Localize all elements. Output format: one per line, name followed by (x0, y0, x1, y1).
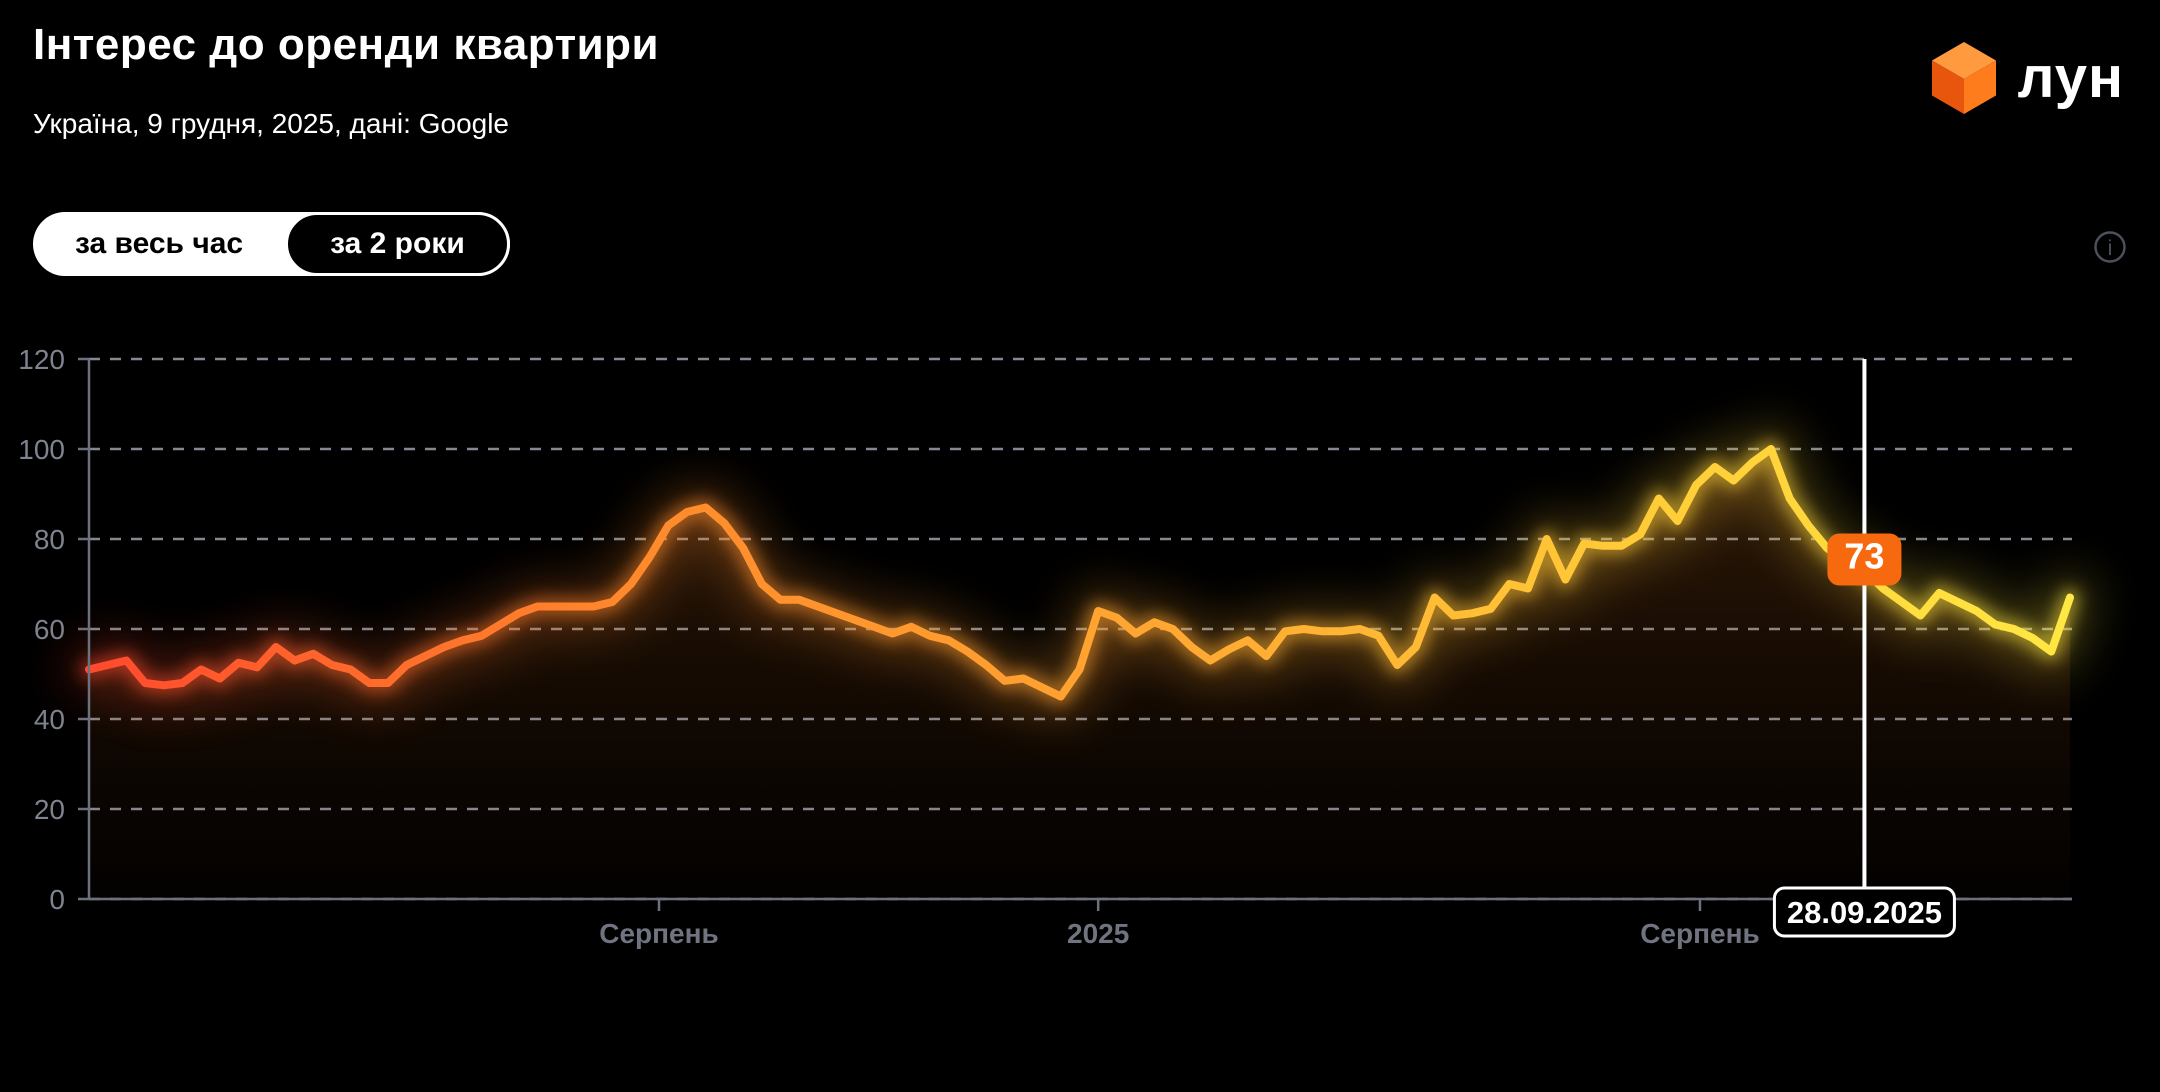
toggle-option-all-time[interactable]: за весь час (33, 212, 285, 276)
x-axis-label: 2025 (1067, 918, 1129, 949)
lun-logo-text: лун (2017, 45, 2124, 110)
y-axis-label: 20 (34, 794, 65, 825)
x-axis-label: Серпень (1640, 918, 1760, 949)
y-axis-label: 60 (34, 614, 65, 645)
value-badge-label: 73 (1844, 536, 1884, 577)
svg-text:i: i (2108, 237, 2113, 260)
page-subtitle: Україна, 9 грудня, 2025, дані: Google (33, 108, 509, 139)
date-flag-label: 28.09.2025 (1787, 895, 1942, 930)
x-axis-label: Серпень (599, 918, 719, 949)
y-axis-label: 120 (18, 344, 65, 375)
y-axis-label: 40 (34, 704, 65, 735)
info-icon[interactable]: i (2092, 229, 2128, 265)
value-badge (1827, 533, 1902, 586)
cursor-line (1862, 359, 1867, 888)
date-flag (1772, 886, 1956, 938)
y-axis-label: 80 (34, 524, 65, 555)
y-axis-label: 100 (18, 434, 65, 465)
lun-cube-icon (1931, 42, 1996, 114)
chart-line (85, 445, 2074, 701)
page-title: Інтерес до оренди квартири (33, 20, 660, 69)
toggle-option-2-years[interactable]: за 2 роки (285, 212, 510, 276)
time-range-toggle: за весь час за 2 роки (33, 212, 510, 276)
y-axis-label: 0 (49, 884, 65, 915)
lun-logo: лун (1931, 42, 2124, 114)
